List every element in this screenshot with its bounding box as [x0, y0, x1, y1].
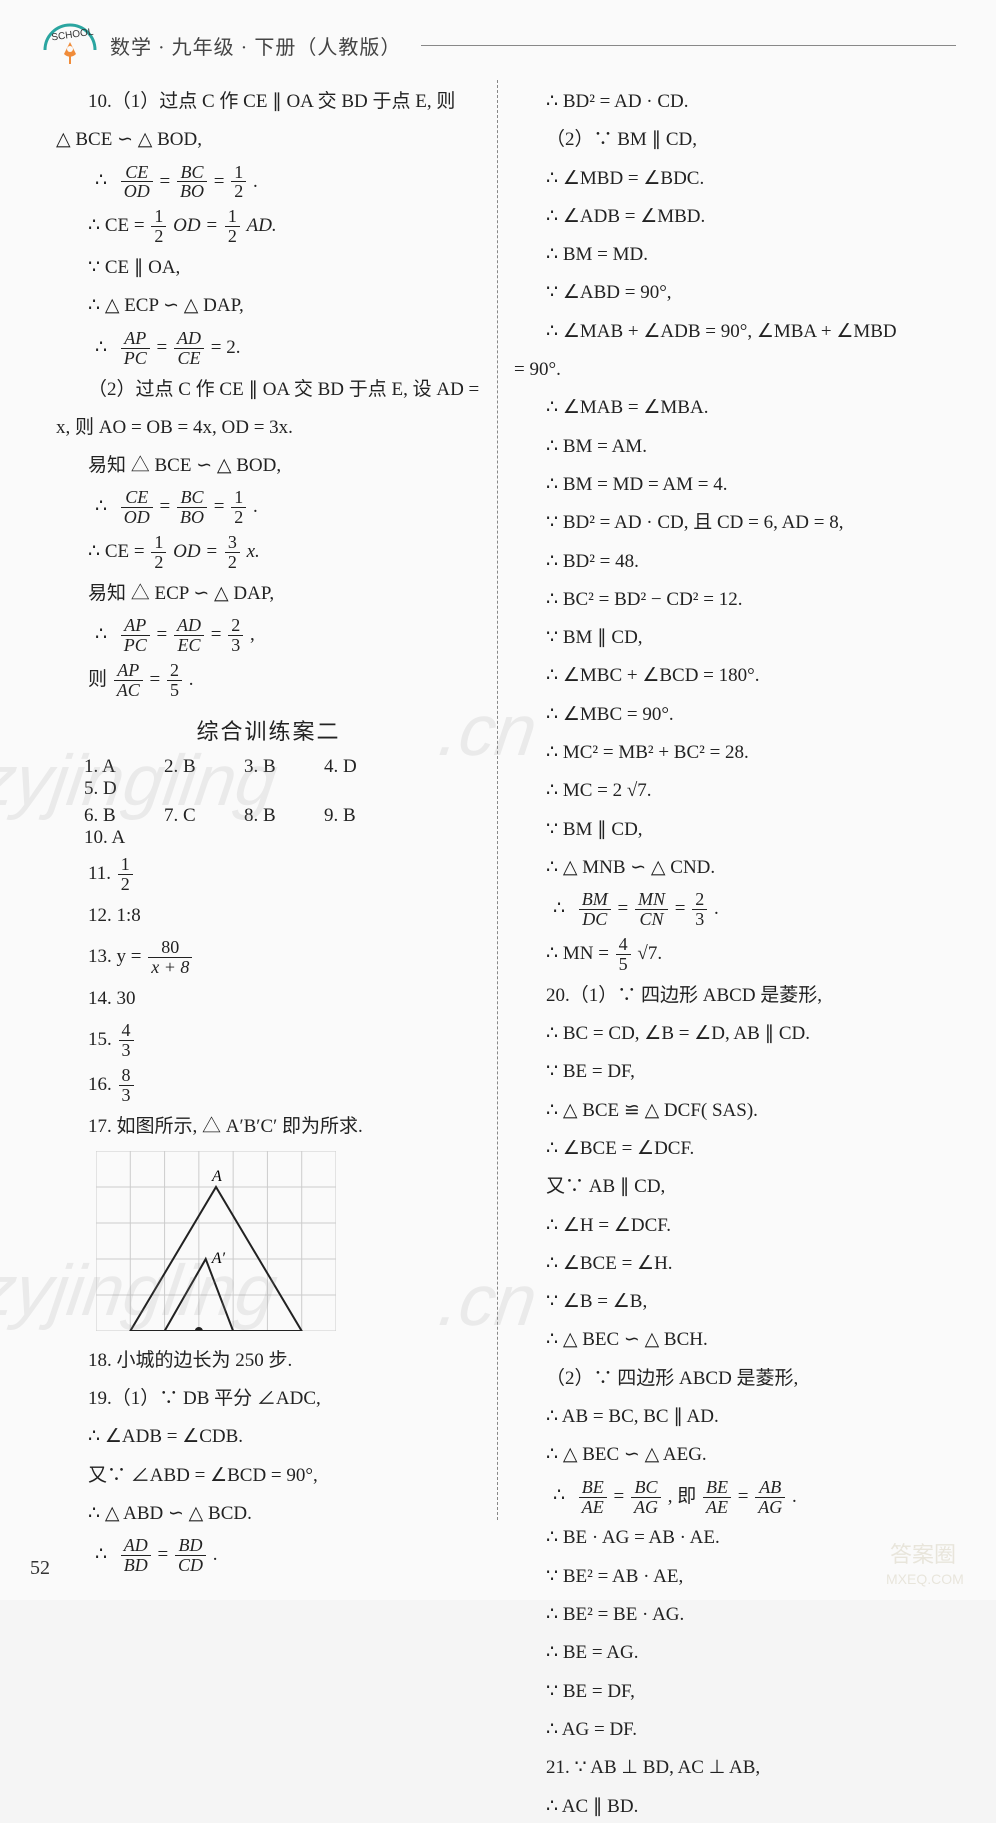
a15: 15. 43 — [56, 1021, 481, 1060]
r4: ∴ ∠ADB = ∠MBD. — [514, 201, 940, 233]
answers-row-1: 1. A2. B3. B4. D5. D — [56, 756, 481, 800]
r14: ∵ BM ∥ CD, — [514, 622, 940, 654]
a11: 11. 12 — [56, 855, 481, 894]
corner-line1: 答案圈 — [890, 1542, 956, 1567]
corner-badge: 答案圈 MXEQ.COM — [880, 1534, 990, 1594]
r16: ∴ ∠MBC = 90°. — [514, 699, 940, 731]
p20-l3: ∵ BE = DF, — [514, 1056, 940, 1088]
p10-l5: ∴ △ ECP ∽ △ DAP, — [56, 290, 481, 322]
svg-text:A′: A′ — [211, 1250, 226, 1267]
p20-l9: ∵ ∠B = ∠B, — [514, 1286, 940, 1318]
r8: ∴ ∠MAB = ∠MBA. — [514, 392, 940, 424]
p20-l2: ∴ BC = CD, ∠B = ∠D, AB ∥ CD. — [514, 1018, 940, 1050]
a17: 17. 如图所示, △ A′B′C′ 即为所求. — [56, 1111, 481, 1143]
p21-l1: 21. ∵ AB ⊥ BD, AC ⊥ AB, — [514, 1752, 940, 1784]
left-column: 10.（1）过点 C 作 CE ∥ OA 交 BD 于点 E, 则 △ BCE … — [40, 80, 498, 1520]
p10-l3: ∴ CE = 12 OD = 12 AD. — [56, 207, 481, 246]
p10-2-intro: （2）过点 C 作 CE ∥ OA 交 BD 于点 E, 设 AD = — [56, 374, 481, 406]
p20-l8: ∴ ∠BCE = ∠H. — [514, 1248, 940, 1280]
p20-l11: （2）∵ 四边形 ABCD 是菱形, — [514, 1363, 940, 1395]
p20-l18: ∴ BE = AG. — [514, 1637, 940, 1669]
page-number: 52 — [30, 1557, 50, 1580]
p20-l19: ∵ BE = DF, — [514, 1676, 940, 1708]
p20-l6: 又∵ AB ∥ CD, — [514, 1171, 940, 1203]
r6: ∵ ∠ABD = 90°, — [514, 277, 940, 309]
answers-row-2: 6. B7. C8. B9. B10. A — [56, 805, 481, 849]
header-title: 数学 · 九年级 · 下册（人教版） — [110, 31, 401, 60]
p10-2-l1: x, 则 AO = OB = 4x, OD = 3x. — [56, 412, 481, 444]
a14: 14. 30 — [56, 983, 481, 1015]
p10-l2: ∴ CEOD = BCBO = 12 . — [56, 163, 481, 202]
p20-l10: ∴ △ BEC ∽ △ BCH. — [514, 1324, 940, 1356]
p20-l1: 20.（1）∵ 四边形 ABCD 是菱形, — [514, 980, 940, 1012]
p20-l14: ∴ BEAE = BCAG , 即 BEAE = ABAG . — [514, 1478, 940, 1517]
p21-l2: ∴ AC ∥ BD. — [514, 1791, 940, 1823]
p10-2-l7: 则 APAC = 25 . — [56, 661, 481, 700]
p20-l20: ∴ AG = DF. — [514, 1714, 940, 1746]
p19-l2: ∴ ∠ADB = ∠CDB. — [56, 1421, 481, 1453]
p19-l4: ∴ △ ABD ∽ △ BCD. — [56, 1498, 481, 1530]
r12: ∴ BD² = 48. — [514, 546, 940, 578]
p20-l15: ∴ BE · AG = AB · AE. — [514, 1522, 940, 1554]
r9: ∴ BM = AM. — [514, 431, 940, 463]
p20-l13: ∴ △ BEC ∽ △ AEG. — [514, 1439, 940, 1471]
page: SCHOOL 数学 · 九年级 · 下册（人教版） 10.（1）过点 C 作 C… — [0, 0, 996, 1600]
a18: 18. 小城的边长为 250 步. — [56, 1345, 481, 1377]
r20: ∴ △ MNB ∽ △ CND. — [514, 852, 940, 884]
triangle-diagram: AA′BB′OC′C — [96, 1151, 481, 1337]
p10-2-l4: ∴ CE = 12 OD = 32 x. — [56, 533, 481, 572]
p20-l5: ∴ ∠BCE = ∠DCF. — [514, 1133, 940, 1165]
p20-l4: ∴ △ BCE ≌ △ DCF( SAS). — [514, 1095, 940, 1127]
header-rule — [421, 45, 956, 46]
a13: 13. y = 80x + 8 — [56, 938, 481, 977]
corner-line2: MXEQ.COM — [886, 1571, 964, 1587]
r7b: = 90°. — [514, 354, 940, 386]
p19-l3: 又∵ ∠ABD = ∠BCD = 90°, — [56, 1460, 481, 1492]
p20-l17: ∴ BE² = BE · AG. — [514, 1599, 940, 1631]
p10-l4: ∵ CE ∥ OA, — [56, 252, 481, 284]
two-column-body: 10.（1）过点 C 作 CE ∥ OA 交 BD 于点 E, 则 △ BCE … — [40, 80, 956, 1520]
p10-2-l6: ∴ APPC = ADEC = 23 , — [56, 616, 481, 655]
r2: （2）∵ BM ∥ CD, — [514, 124, 940, 156]
p10-intro: 10.（1）过点 C 作 CE ∥ OA 交 BD 于点 E, 则 — [56, 86, 481, 118]
p10-2-l5: 易知 △ ECP ∽ △ DAP, — [56, 578, 481, 610]
r3: ∴ ∠MBD = ∠BDC. — [514, 163, 940, 195]
p10-l1: △ BCE ∽ △ BOD, — [56, 124, 481, 156]
r5: ∴ BM = MD. — [514, 239, 940, 271]
p10-2-l2: 易知 △ BCE ∽ △ BOD, — [56, 450, 481, 482]
r10: ∴ BM = MD = AM = 4. — [514, 469, 940, 501]
section-title: 综合训练案二 — [56, 714, 481, 746]
r18: ∴ MC = 2 √7. — [514, 775, 940, 807]
r21: ∴ BMDC = MNCN = 23 . — [514, 890, 940, 929]
p10-2-l3: ∴ CEOD = BCBO = 12 . — [56, 488, 481, 527]
r11: ∵ BD² = AD · CD, 且 CD = 6, AD = 8, — [514, 507, 940, 539]
r15: ∴ ∠MBC + ∠BCD = 180°. — [514, 660, 940, 692]
r7: ∴ ∠MAB + ∠ADB = 90°, ∠MBA + ∠MBD — [514, 316, 940, 348]
p20-l12: ∴ AB = BC, BC ∥ AD. — [514, 1401, 940, 1433]
svg-text:A: A — [211, 1168, 222, 1185]
p19-l1: 19.（1）∵ DB 平分 ∠ADC, — [56, 1383, 481, 1415]
p10-l6: ∴ APPC = ADCE = 2. — [56, 329, 481, 368]
right-column: ∴ BD² = AD · CD. （2）∵ BM ∥ CD, ∴ ∠MBD = … — [498, 80, 956, 1520]
page-header: SCHOOL 数学 · 九年级 · 下册（人教版） — [40, 20, 956, 70]
r19: ∵ BM ∥ CD, — [514, 814, 940, 846]
r13: ∴ BC² = BD² − CD² = 12. — [514, 584, 940, 616]
p20-l16: ∵ BE² = AB · AE, — [514, 1561, 940, 1593]
a16: 16. 83 — [56, 1066, 481, 1105]
r17: ∴ MC² = MB² + BC² = 28. — [514, 737, 940, 769]
r22: ∴ MN = 45 √7. — [514, 935, 940, 974]
school-icon: SCHOOL — [40, 20, 100, 70]
a12: 12. 1:8 — [56, 900, 481, 932]
r1: ∴ BD² = AD · CD. — [514, 86, 940, 118]
p19-l5: ∴ ADBD = BDCD . — [56, 1536, 481, 1575]
p20-l7: ∴ ∠H = ∠DCF. — [514, 1210, 940, 1242]
